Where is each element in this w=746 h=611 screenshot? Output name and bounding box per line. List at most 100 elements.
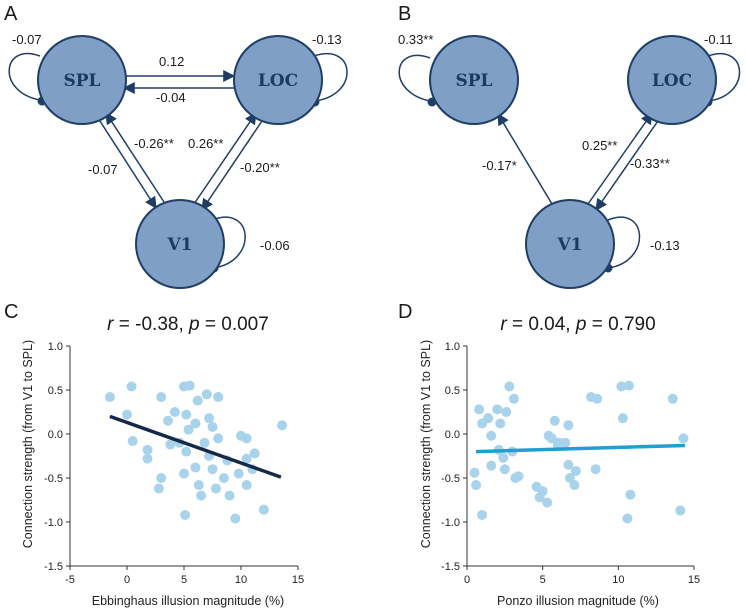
data-point-c-24 bbox=[196, 490, 207, 501]
data-point-c-40 bbox=[241, 433, 252, 444]
data-point-d-0 bbox=[469, 467, 480, 478]
node-spl-a: SPL bbox=[37, 35, 127, 125]
edge-v1-loc-a bbox=[193, 112, 257, 205]
data-point-c-25 bbox=[199, 437, 210, 448]
node-spl-b: SPL bbox=[429, 35, 519, 125]
data-point-c-34 bbox=[218, 473, 229, 483]
y-tick-label-c-5: 1.0 bbox=[48, 341, 63, 353]
data-point-d-39 bbox=[623, 380, 634, 391]
data-point-c-30 bbox=[207, 464, 218, 475]
data-point-d-23 bbox=[546, 433, 557, 444]
data-point-c-44 bbox=[249, 448, 260, 459]
y-axis-label-c: Connection strength (from V1 to SPL) bbox=[21, 340, 35, 548]
y-tick-label-c-0: -1.5 bbox=[44, 561, 63, 573]
edge-label-spl-v1-a: -0.07 bbox=[88, 162, 118, 177]
data-point-c-0 bbox=[104, 392, 115, 403]
data-point-d-6 bbox=[486, 430, 497, 441]
node-label-loc-b: LOC bbox=[652, 71, 692, 91]
data-point-c-19 bbox=[180, 509, 191, 520]
data-point-c-17 bbox=[181, 446, 192, 457]
edge-label-loc-v1-b: -0.33** bbox=[630, 156, 670, 171]
self-weight-loc-a: -0.13 bbox=[312, 32, 342, 47]
data-point-c-20 bbox=[190, 418, 201, 429]
y-tick-label-c-3: 0.0 bbox=[48, 429, 63, 441]
edge-label-v1-spl-a: -0.26** bbox=[134, 136, 174, 151]
self-weight-v1-b: -0.13 bbox=[650, 238, 680, 253]
data-point-c-1 bbox=[126, 381, 137, 392]
edge-v1-spl-b bbox=[497, 112, 553, 205]
data-point-c-14 bbox=[184, 380, 195, 391]
data-point-d-11 bbox=[499, 464, 510, 475]
data-point-c-41 bbox=[241, 453, 252, 464]
panel-letter-b: B bbox=[398, 3, 411, 25]
data-point-d-10 bbox=[498, 452, 509, 463]
data-point-d-38 bbox=[622, 513, 633, 524]
edge-loc-v1-b bbox=[595, 117, 661, 211]
data-point-d-35 bbox=[592, 393, 603, 404]
data-point-d-34 bbox=[590, 464, 601, 475]
data-point-c-46 bbox=[277, 420, 288, 431]
panel-a: A SPL LOC V1 bbox=[4, 3, 348, 289]
data-point-c-32 bbox=[213, 392, 224, 403]
y-tick-label-c-2: -0.5 bbox=[44, 473, 63, 485]
data-point-d-37 bbox=[617, 413, 628, 424]
data-point-c-21 bbox=[192, 395, 203, 406]
data-point-c-26 bbox=[201, 389, 212, 400]
edge-label-v1-loc-b: 0.25** bbox=[582, 138, 617, 153]
data-point-d-32 bbox=[570, 465, 581, 476]
data-point-d-28 bbox=[563, 420, 574, 431]
y-tick-label-d-5: 1.0 bbox=[445, 341, 460, 353]
data-point-d-40 bbox=[625, 489, 636, 500]
x-axis-label-c: Ebbinghaus illusion magnitude (%) bbox=[92, 594, 284, 608]
node-label-spl-b: SPL bbox=[455, 71, 492, 91]
data-point-d-45 bbox=[495, 418, 506, 429]
data-point-c-45 bbox=[258, 504, 269, 515]
data-point-d-24 bbox=[549, 415, 560, 426]
data-point-c-23 bbox=[193, 480, 204, 491]
y-tick-label-d-1: -1.0 bbox=[441, 517, 460, 529]
data-point-d-42 bbox=[675, 505, 686, 516]
data-point-d-29 bbox=[563, 459, 574, 470]
y-tick-label-d-0: -1.5 bbox=[441, 561, 460, 573]
panel-letter-c: C bbox=[4, 301, 18, 323]
y-tick-label-d-4: 0.5 bbox=[445, 385, 460, 397]
edge-label-v1-spl-b: -0.17* bbox=[482, 158, 517, 173]
x-tick-label-d-1: 5 bbox=[540, 574, 546, 586]
data-point-c-2 bbox=[122, 409, 132, 420]
data-point-c-22 bbox=[190, 462, 201, 473]
edge-label-spl-loc-a: 0.12 bbox=[159, 54, 184, 69]
data-point-d-31 bbox=[569, 480, 580, 491]
node-v1-a: V1 bbox=[135, 199, 225, 289]
data-point-c-4 bbox=[142, 444, 153, 455]
data-point-c-42 bbox=[241, 480, 252, 491]
self-weight-spl-b: 0.33** bbox=[398, 32, 433, 47]
panel-letter-d: D bbox=[398, 301, 412, 323]
plot-title-c: r = -0.38, p = 0.007 bbox=[107, 314, 269, 335]
data-point-d-17 bbox=[513, 471, 524, 482]
y-tick-label-d-2: -0.5 bbox=[441, 473, 460, 485]
data-point-c-8 bbox=[153, 483, 164, 494]
fit-line-d bbox=[476, 443, 685, 454]
edge-spl-v1-a bbox=[97, 117, 157, 210]
data-point-d-7 bbox=[486, 460, 497, 471]
data-point-c-33 bbox=[213, 433, 224, 444]
data-point-c-31 bbox=[210, 483, 221, 494]
data-point-c-11 bbox=[169, 407, 180, 417]
edge-v1-loc-b bbox=[587, 112, 653, 205]
data-point-d-5 bbox=[483, 413, 494, 424]
data-point-c-16 bbox=[183, 424, 194, 435]
fit-line-c bbox=[109, 414, 282, 479]
x-tick-label-c-4: 15 bbox=[292, 574, 304, 586]
y-tick-label-c-1: -1.0 bbox=[44, 517, 63, 529]
data-point-c-10 bbox=[165, 439, 176, 450]
data-point-c-27 bbox=[204, 413, 215, 424]
data-point-d-4 bbox=[477, 509, 488, 520]
x-tick-label-d-2: 10 bbox=[612, 574, 624, 586]
data-point-c-28 bbox=[207, 421, 218, 432]
x-tick-label-c-3: 10 bbox=[235, 574, 247, 586]
data-point-d-36 bbox=[616, 381, 627, 392]
node-label-v1-a: V1 bbox=[166, 235, 192, 255]
data-point-c-7 bbox=[156, 473, 167, 483]
x-tick-label-d-3: 15 bbox=[688, 574, 700, 586]
node-label-spl-a: SPL bbox=[63, 71, 100, 91]
